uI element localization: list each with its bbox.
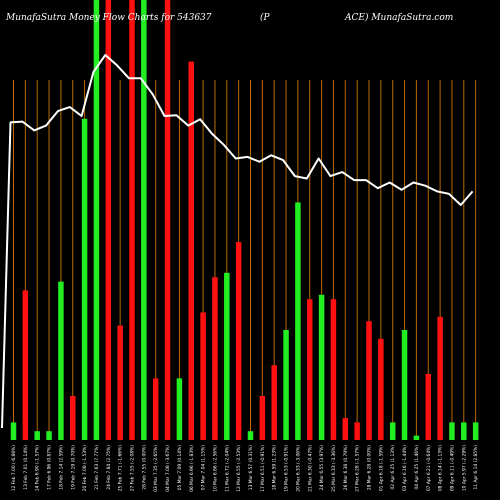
x-tick-label: 04 Apr 6.25 (1.46%) [414,445,420,490]
x-tick-label: 10 Apr 5.97 (-2.29%) [461,445,467,491]
money-flow-bar [176,378,183,440]
x-tick-label: 19 Mar 6.53 (-0.91%) [284,445,290,492]
x-tick-label: 07 Apr 6.21 (-0.64%) [426,445,432,491]
money-flow-bar [93,0,100,440]
money-flow-bar [247,431,254,440]
x-tick-label: 02 Apr 6.25 (1.13%) [390,445,396,490]
money-flow-bar [449,422,455,440]
x-tick-label: 20 Mar 6.33 (-3.06%) [295,445,301,492]
x-tick-label: 12 Feb 7.00 (-6.86%) [11,445,17,492]
money-flow-bar [152,378,159,440]
money-flow-bar [22,290,29,440]
money-flow-bar [200,312,206,440]
x-tick-label: 24 Feb 7.84 (2.75%) [106,445,112,490]
money-flow-bar [307,299,313,440]
money-flow-bar [330,299,337,440]
money-flow-bar [224,272,230,440]
x-tick-label: 07 Mar 7.04 (1.15%) [201,445,207,490]
money-flow-bar [212,277,218,440]
money-flow-bar [259,396,266,440]
x-tick-label: 11 Apr 6.14 (2.85%) [473,445,479,490]
x-tick-label: 21 Mar 6.30 (-0.47%) [307,445,313,492]
money-flow-bar [354,422,360,440]
money-flow-bar [318,294,325,440]
money-flow-bar [105,0,112,440]
chart-title-right: ACE) MunafaSutra.com [345,13,454,23]
x-tick-label: 20 Feb 7.08 (-1.53%) [82,445,88,492]
money-flow-bar [472,422,479,440]
x-tick-label: 26 Mar 6.38 (0.79%) [343,445,349,490]
x-tick-label: 04 Mar 7.08 (-3.67%) [165,445,171,492]
x-tick-label: 01 Apr 6.18 (-1.59%) [378,445,384,491]
x-tick-label: 03 Mar 7.35 (-2.65%) [153,445,159,492]
money-flow-bar [129,0,135,440]
x-tick-label: 06 Mar 6.96 (-1.83%) [189,445,195,492]
x-tick-label: 19 Feb 7.19 (0.70%) [70,445,76,490]
chart-title-left: MunafaSutra Money Flow Charts for 543637 [6,13,212,23]
x-tick-label: 03 Apr 6.16 (-1.44%) [402,445,408,491]
x-tick-label: 18 Mar 6.59 (1.23%) [272,445,278,490]
money-flow-bar [10,422,17,440]
x-tick-label: 21 Feb 7.63 (7.77%) [94,445,100,490]
money-flow-bar [81,118,88,441]
x-tick-label: 10 Mar 6.86 (-2.56%) [212,445,218,492]
money-flow-bar [342,418,349,440]
x-tick-label: 28 Mar 6.28 (0.00%) [367,445,373,490]
money-flow-bar [235,242,242,440]
x-tick-label: 11 Mar 6.72 (-2.04%) [224,445,230,492]
price-line-layer [1,54,474,429]
x-tick-label: 05 Mar 7.09 (0.14%) [177,445,183,490]
x-tick-label: 25 Mar 6.33 (-3.36%) [331,445,337,492]
price-line [1,54,474,429]
x-tick-label: 28 Feb 7.55 (0.00%) [141,445,147,490]
x-tick-labels: 12 Feb 7.00 (-6.86%) 13 Feb 7.01 (0.14%) 1… [11,445,479,492]
money-flow-bar [188,61,194,440]
x-tick-label: 24 Mar 6.55 (3.97%) [319,445,325,490]
money-flow-bar [366,321,372,440]
money-flow-bar [389,422,396,440]
money-flow-bar [283,330,289,440]
money-flow-bars [10,0,479,441]
x-tick-label: 17 Mar 6.51 (-0.91%) [260,445,266,492]
x-tick-label: 14 Feb 6.90 (-1.57%) [35,445,41,492]
money-flow-bar [413,435,420,440]
money-flow-bar [401,330,408,440]
x-tick-label: 27 Mar 6.28 (-1.57%) [355,445,361,492]
money-flow-bar [425,374,431,440]
money-flow-bar [117,325,123,440]
x-tick-label: 18 Feb 7.14 (2.59%) [58,445,64,490]
money-flow-bar [437,316,443,440]
money-flow-bar [295,202,301,440]
x-tick-label: 13 Feb 7.01 (0.14%) [23,445,29,490]
x-tick-label: 27 Feb 7.55 (-2.08%) [130,445,136,492]
money-flow-bar [164,0,171,440]
money-flow-bar [46,431,52,440]
money-flow-bar [70,396,76,440]
x-tick-label: 09 Apr 6.11 (-0.49%) [449,445,455,491]
money-flow-bar [58,281,64,440]
x-tick-label: 17 Feb 6.96 (0.87%) [47,445,53,490]
money-flow-bar [378,338,384,440]
money-flow-bar [271,365,277,440]
x-tick-label: 25 Feb 7.71 (-1.66%) [118,445,124,492]
chart-title-middle: (P [260,13,270,23]
x-tick-label: 12 Mar 6.55 (-2.53%) [236,445,242,492]
money-flow-bar [141,0,147,440]
x-tick-label: 13 Mar 6.57 (0.31%) [248,445,254,490]
money-flow-bar [461,422,467,440]
x-tick-label: 08 Apr 6.14 (-1.13%) [438,445,444,491]
money-flow-bar [34,431,40,440]
